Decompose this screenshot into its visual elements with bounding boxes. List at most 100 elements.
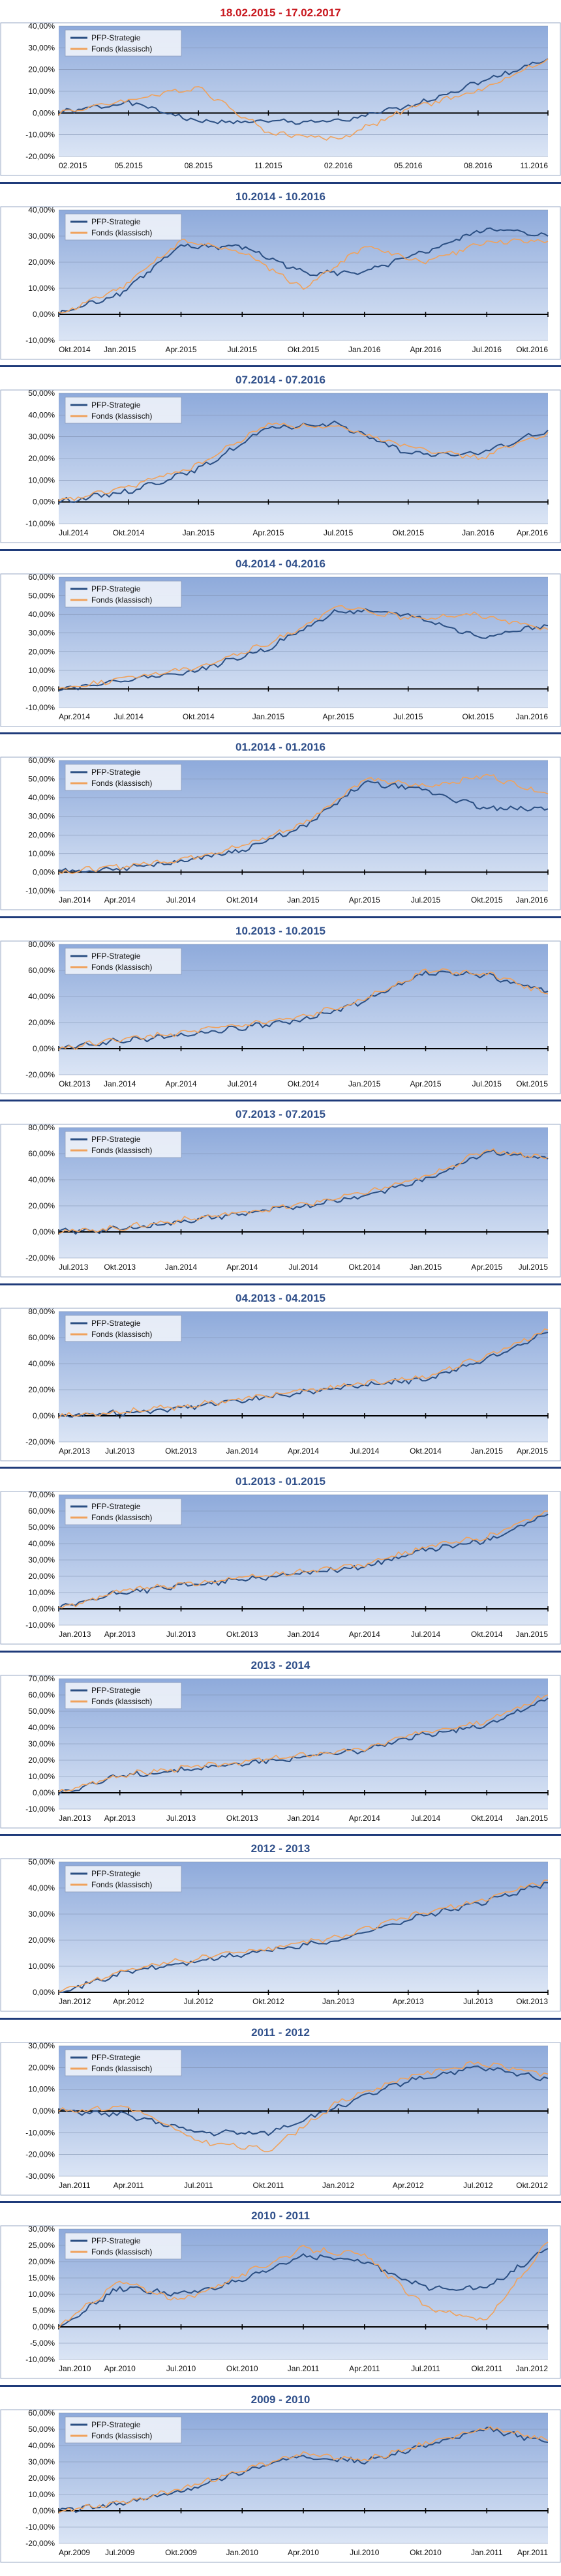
legend-label: Fonds (klassisch) <box>91 1880 152 1889</box>
x-tick-label: Jan.2014 <box>104 1079 136 1088</box>
series-line-fund <box>58 1148 549 1235</box>
x-tick-label: 11.2015 <box>254 161 282 170</box>
y-tick-label: 10,00% <box>28 2290 55 2299</box>
chart-title: 10.2014 - 10.2016 <box>235 190 326 203</box>
y-tick-label: 40,00% <box>28 410 55 419</box>
legend-label: Fonds (klassisch) <box>91 228 152 237</box>
y-tick-label: 10,00% <box>28 1588 55 1597</box>
x-tick-label: Jul.2010 <box>166 2364 196 2373</box>
x-tick-label: Apr.2015 <box>471 1263 502 1272</box>
y-tick-label: 70,00% <box>28 1675 55 1683</box>
series-line-fund <box>58 422 549 502</box>
y-tick-label: 10,00% <box>28 849 55 858</box>
x-tick-label: Jan.2012 <box>322 2181 355 2190</box>
y-tick-label: 20,00% <box>28 1936 55 1945</box>
y-tick-label: 0,00% <box>33 310 55 319</box>
x-tick-label: Jan.2010 <box>226 2548 259 2557</box>
y-tick-label: 5,00% <box>33 2306 55 2315</box>
line-chart: -10,00% 0,00% 10,00% 20,00% 30,00% 40,00% 50,0… <box>0 389 561 543</box>
y-tick-label: 30,00% <box>28 432 55 442</box>
x-tick-label: Jan.2015 <box>516 1814 549 1823</box>
x-tick-label: Apr.2014 <box>165 1079 196 1088</box>
y-tick-label: 0,00% <box>33 2106 55 2116</box>
y-tick-label: -10,00% <box>25 703 55 712</box>
y-tick-label: 60,00% <box>28 966 55 975</box>
x-tick-label: Okt.2013 <box>516 1997 548 2006</box>
y-tick-label: 10,00% <box>28 87 55 96</box>
x-tick-label: Jan.2011 <box>288 2364 320 2373</box>
series-line-fund <box>58 968 549 1051</box>
y-tick-label: 50,00% <box>28 389 55 398</box>
x-tick-label: Apr.2015 <box>252 528 284 537</box>
x-tick-label: Jan.2015 <box>348 1079 381 1088</box>
y-tick-label: 0,00% <box>33 498 55 507</box>
x-tick-label: Apr.2012 <box>113 1997 144 2006</box>
x-tick-label: Okt.2014 <box>288 1079 320 1088</box>
x-tick-label: Jan.2014 <box>287 1814 320 1823</box>
x-tick-label: 02.2016 <box>324 161 353 170</box>
chart-title: 04.2014 - 04.2016 <box>235 558 326 570</box>
y-tick-label: -20,00% <box>25 1437 55 1446</box>
x-tick-label: Okt.2010 <box>226 2364 258 2373</box>
legend-label: Fonds (klassisch) <box>91 1146 152 1155</box>
series-line-fund <box>58 605 549 689</box>
x-tick-label: 08.2015 <box>185 161 213 170</box>
x-tick-label: Jul.2014 <box>166 895 196 905</box>
panel-separator <box>0 1100 561 1101</box>
line-chart: -10,00% 0,00% 10,00% 20,00% 30,00% 40,00% 50,0… <box>0 573 561 727</box>
x-tick-label: Apr.2010 <box>104 2364 136 2373</box>
y-tick-label: 80,00% <box>28 1124 55 1132</box>
x-tick-label: Okt.2014 <box>471 1814 503 1823</box>
y-tick-label: -10,00% <box>25 1805 55 1814</box>
panel-separator <box>0 2018 561 2020</box>
y-tick-label: -10,00% <box>25 886 55 895</box>
x-tick-label: Okt.2014 <box>471 1630 503 1639</box>
y-tick-label: 30,00% <box>28 232 55 241</box>
x-tick-label: Okt.2011 <box>471 2364 502 2373</box>
series-line-fund <box>58 1328 549 1418</box>
x-tick-label: Apr.2015 <box>165 345 196 354</box>
y-tick-label: 30,00% <box>28 2042 55 2050</box>
series-line-fund <box>58 1510 549 1609</box>
legend-label: Fonds (klassisch) <box>91 2064 152 2073</box>
y-tick-label: 10,00% <box>28 1962 55 1971</box>
y-tick-label: 10,00% <box>28 666 55 675</box>
line-chart: -10,00% 0,00% 10,00% 20,00% 30,00% 40,00% 50,0… <box>0 1675 561 1829</box>
chart-panel: 10.2014 - 10.2016 -10,00% 0,00% 10,00% 20,00… <box>0 184 561 368</box>
legend-label: Fonds (klassisch) <box>91 1330 152 1339</box>
x-tick-label: Apr.2014 <box>59 712 90 721</box>
x-tick-label: Jan.2015 <box>183 528 215 537</box>
y-tick-label: 60,00% <box>28 1149 55 1158</box>
y-tick-label: 0,00% <box>33 2506 55 2515</box>
x-tick-label: Jul.2011 <box>411 2364 440 2373</box>
x-tick-label: Apr.2010 <box>288 2548 319 2557</box>
legend-box <box>65 29 182 57</box>
x-tick-label: Apr.2014 <box>104 895 136 905</box>
legend-label: Fonds (klassisch) <box>91 2247 152 2256</box>
x-tick-label: Apr.2014 <box>226 1263 258 1272</box>
chart-panel: 2012 - 2013 0,00% 10,00% 20,00% 30,00% 40,00%… <box>0 1836 561 2020</box>
x-tick-label: Jan.2012 <box>516 2364 549 2373</box>
y-tick-label: 50,00% <box>28 1523 55 1532</box>
y-tick-label: 20,00% <box>28 1756 55 1765</box>
y-tick-label: 30,00% <box>28 43 55 52</box>
series-line-fund <box>58 2061 549 2153</box>
y-tick-label: 30,00% <box>28 812 55 821</box>
legend-label: Fonds (klassisch) <box>91 2431 152 2440</box>
chart-title: 01.2013 - 01.2015 <box>235 1475 326 1488</box>
x-tick-label: Jul.2015 <box>411 895 441 905</box>
x-tick-label: Jan.2012 <box>59 1997 91 2006</box>
x-tick-label: Jul.2013 <box>166 1630 196 1639</box>
y-tick-label: 60,00% <box>28 2409 55 2418</box>
chart-title: 2011 - 2012 <box>251 2026 310 2039</box>
x-tick-label: Jan.2013 <box>59 1630 91 1639</box>
x-tick-label: Apr.2014 <box>349 1814 380 1823</box>
legend-label: PFP-Strategie <box>91 400 141 410</box>
y-tick-label: 0,00% <box>33 1044 55 1053</box>
x-tick-label: Jan.2014 <box>165 1263 198 1272</box>
x-tick-label: Jul.2013 <box>463 1997 493 2006</box>
series-line-fund <box>58 2425 549 2513</box>
chart-title: 07.2014 - 07.2016 <box>235 374 326 386</box>
legend-label: Fonds (klassisch) <box>91 595 152 605</box>
y-tick-label: -20,00% <box>25 152 55 161</box>
